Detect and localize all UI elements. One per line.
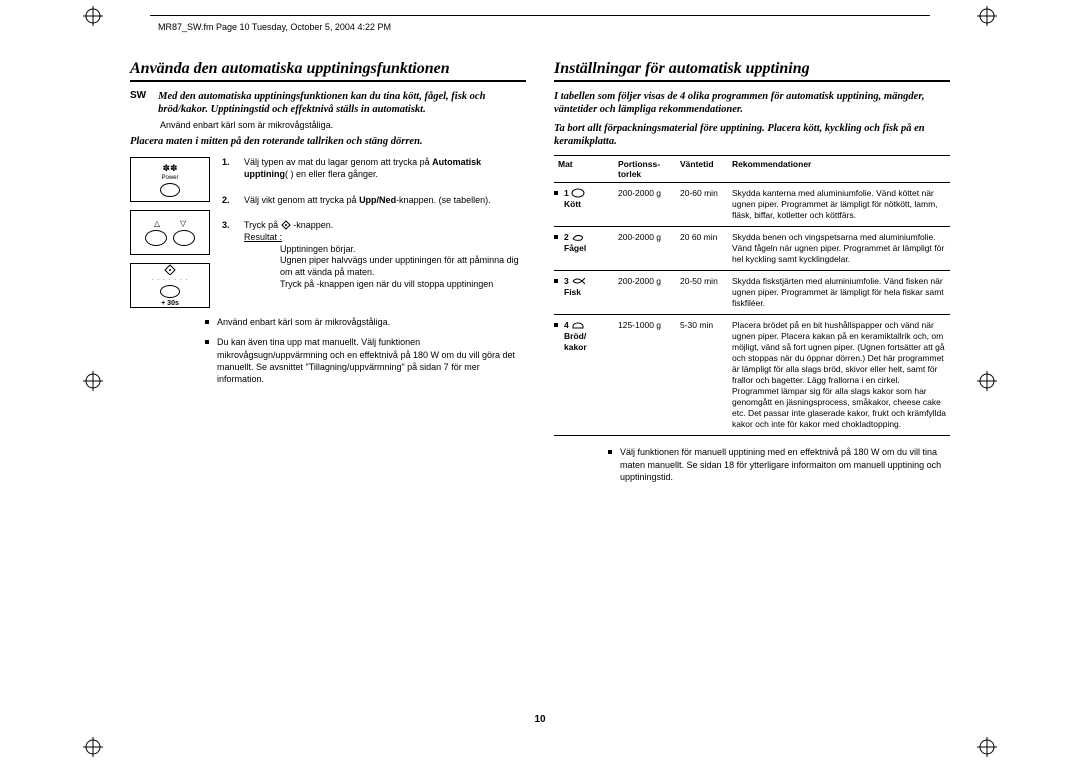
col-portion: Portionss-torlek xyxy=(614,155,676,182)
result-line: Ugnen piper halvvägs under upptiningen f… xyxy=(280,255,526,278)
row-rec: Skydda kanterna med aluminiumfolie. Vänd… xyxy=(728,182,950,226)
svg-text:✽✽: ✽✽ xyxy=(163,163,177,173)
crop-mark-icon xyxy=(977,6,997,26)
left-column: Använda den automatiska upptiningsfunkti… xyxy=(130,60,526,703)
header-text: MR87_SW.fm Page 10 Tuesday, October 5, 2… xyxy=(158,22,391,32)
row-label: Fisk xyxy=(564,287,581,297)
row-portion: 200-2000 g xyxy=(614,182,676,226)
diamond-icon xyxy=(164,264,176,275)
crop-mark-icon xyxy=(83,6,103,26)
step-text: Välj vikt genom att trycka på xyxy=(244,195,359,205)
left-intro: Med den automatiska upptiningsfunktionen… xyxy=(158,90,526,116)
defrost-table: Mat Portionss-torlek Väntetid Rekommenda… xyxy=(554,155,950,437)
crop-mark-icon xyxy=(977,737,997,757)
right-column: Inställningar för automatisk upptining I… xyxy=(554,60,950,703)
row-label: Bröd/ kakor xyxy=(564,331,587,352)
left-subheading: Placera maten i mitten på den roterande … xyxy=(130,136,526,147)
step-bold: Upp/Ned xyxy=(359,195,396,205)
right-intro: I tabellen som följer visas de 4 olika p… xyxy=(554,90,950,116)
step-tail: -knappen. (se tabellen). xyxy=(396,195,491,205)
col-wait: Väntetid xyxy=(676,155,728,182)
diamond-icon xyxy=(281,220,291,230)
bullet: Använd enbart kärl som är mikrovågstålig… xyxy=(205,316,526,328)
meat-icon xyxy=(571,188,585,198)
step-3: 3. Tryck på -knappen. Resultat : Upptini… xyxy=(222,220,526,290)
steps-list: 1. Välj typen av mat du lagar genom att … xyxy=(222,157,526,308)
col-mat: Mat xyxy=(554,155,614,182)
step-tail: -knappen. xyxy=(293,220,333,230)
left-note: Använd enbart kärl som är mikrovågstålig… xyxy=(160,120,526,130)
crop-mark-icon xyxy=(83,371,103,391)
step-1: 1. Välj typen av mat du lagar genom att … xyxy=(222,157,526,180)
row-rec: Placera brödet på en bit hushållspapper … xyxy=(728,314,950,435)
crop-mark-icon xyxy=(977,371,997,391)
result-line: Tryck på -knappen igen när du vill stopp… xyxy=(280,279,526,291)
left-title: Använda den automatiska upptiningsfunkti… xyxy=(130,60,526,82)
panel-updown-icon: △▽ xyxy=(130,210,210,255)
result-line: Upptiningen börjar. xyxy=(280,244,526,256)
step-text: Välj typen av mat du lagar genom att try… xyxy=(244,157,432,167)
poultry-icon xyxy=(571,232,585,242)
row-rec: Skydda benen och vingspetsarna med alumi… xyxy=(728,226,950,270)
row-portion: 200-2000 g xyxy=(614,226,676,270)
row-num: 1 xyxy=(564,188,569,198)
panel-start-icon: · · · · · · · + 30s xyxy=(130,263,210,308)
row-num: 3 xyxy=(564,276,569,286)
manual-defrost-note: Välj funktionen för manuell upptining me… xyxy=(554,446,950,482)
row-label: Fågel xyxy=(564,243,586,253)
row-label: Kött xyxy=(564,199,581,209)
header-rule xyxy=(150,15,930,16)
fish-icon xyxy=(571,276,585,286)
step-number: 3. xyxy=(222,220,236,290)
row-wait: 20 60 min xyxy=(676,226,728,270)
language-tag: SW xyxy=(130,90,146,101)
step-text: Tryck på xyxy=(244,220,281,230)
step-2: 2. Välj vikt genom att trycka på Upp/Ned… xyxy=(222,195,526,207)
row-num: 4 xyxy=(564,320,569,330)
snowflake-icon: ✽✽ xyxy=(163,163,177,173)
result-label: Resultat : xyxy=(244,232,282,242)
step-number: 2. xyxy=(222,195,236,207)
step-tail: ( ) en eller flera gånger. xyxy=(285,169,378,179)
bullet: Du kan även tina upp mat manuellt. Välj … xyxy=(205,336,526,385)
col-rec: Rekommendationer xyxy=(728,155,950,182)
right-title: Inställningar för automatisk upptining xyxy=(554,60,950,82)
row-wait: 20-50 min xyxy=(676,270,728,314)
control-panel-illustrations: ✽✽ Power △▽ · · · · · · · + 30s xyxy=(130,157,210,308)
page-number: 10 xyxy=(534,714,545,725)
table-row: 2 Fågel 200-2000 g 20 60 min Skydda bene… xyxy=(554,226,950,270)
row-portion: 200-2000 g xyxy=(614,270,676,314)
panel-30s-label: + 30s xyxy=(161,300,179,307)
row-rec: Skydda fiskstjärten med aluminiumfolie. … xyxy=(728,270,950,314)
row-wait: 20-60 min xyxy=(676,182,728,226)
table-row: 3 Fisk 200-2000 g 20-50 min Skydda fisks… xyxy=(554,270,950,314)
table-row: 1 Kött 200-2000 g 20-60 min Skydda kante… xyxy=(554,182,950,226)
table-row: 4 Bröd/ kakor 125-1000 g 5-30 min Placer… xyxy=(554,314,950,435)
row-num: 2 xyxy=(564,232,569,242)
step-number: 1. xyxy=(222,157,236,180)
row-portion: 125-1000 g xyxy=(614,314,676,435)
right-subheading: Ta bort allt förpackningsmaterial före u… xyxy=(554,122,950,148)
crop-mark-icon xyxy=(83,737,103,757)
row-wait: 5-30 min xyxy=(676,314,728,435)
bread-icon xyxy=(571,320,585,330)
panel-power-icon: ✽✽ Power xyxy=(130,157,210,202)
